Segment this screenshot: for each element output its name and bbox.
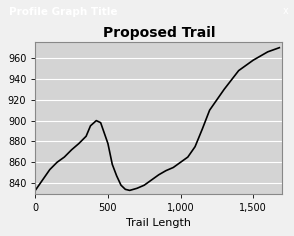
Title: Proposed Trail: Proposed Trail [103,26,215,40]
Text: Profile Graph Title: Profile Graph Title [9,7,117,17]
Text: x: x [282,6,288,16]
X-axis label: Trail Length: Trail Length [126,218,191,228]
